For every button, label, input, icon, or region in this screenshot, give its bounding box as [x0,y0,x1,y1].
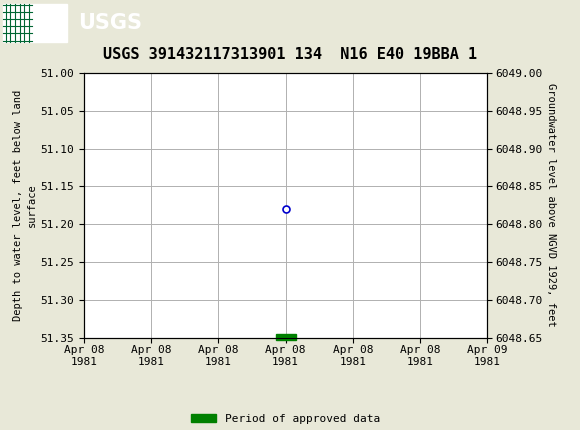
Y-axis label: Depth to water level, feet below land
surface: Depth to water level, feet below land su… [13,90,37,321]
Y-axis label: Groundwater level above NGVD 1929, feet: Groundwater level above NGVD 1929, feet [546,83,556,327]
FancyBboxPatch shape [3,3,67,42]
Legend: Period of approved data: Period of approved data [187,409,385,429]
Text: USGS: USGS [78,12,142,33]
Bar [276,334,296,340]
Text: USGS 391432117313901 134  N16 E40 19BBA 1: USGS 391432117313901 134 N16 E40 19BBA 1 [103,47,477,62]
